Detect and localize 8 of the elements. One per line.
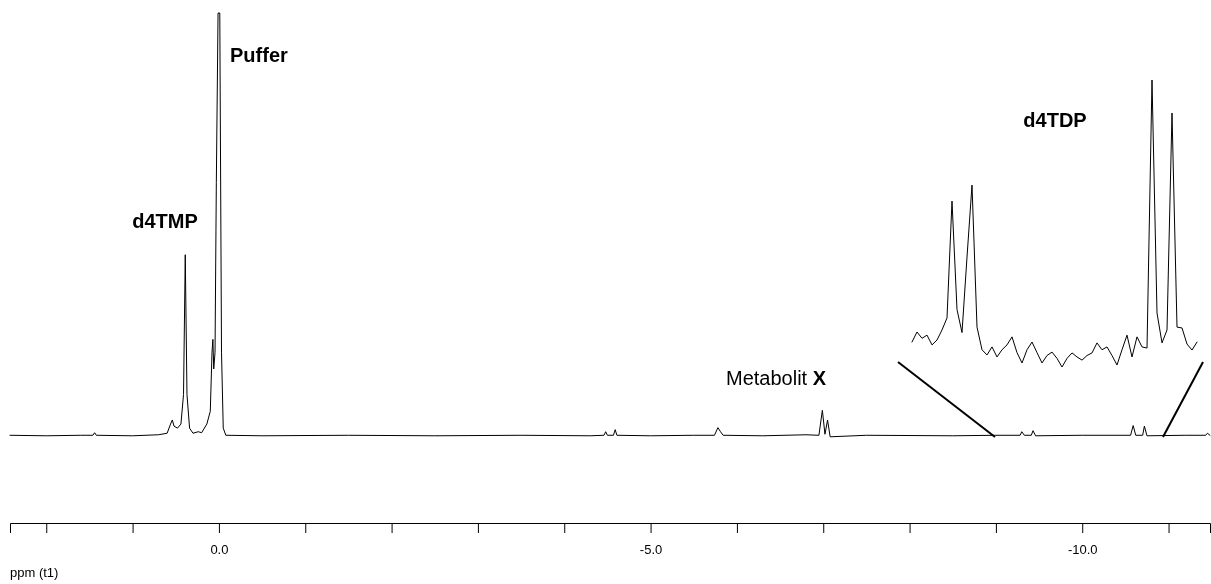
annotation: d4TMP [132, 210, 198, 232]
annotation: Puffer [230, 44, 288, 66]
annotation: Metabolit X [726, 367, 827, 389]
x-tick-label: 0.0 [210, 542, 229, 558]
x-tick-label: -10.0 [1067, 542, 1098, 558]
x-tick-label: -5.0 [639, 542, 663, 558]
x-axis-title: ppm (t1) [10, 565, 59, 580]
annotation: d4TDP [1023, 109, 1087, 131]
